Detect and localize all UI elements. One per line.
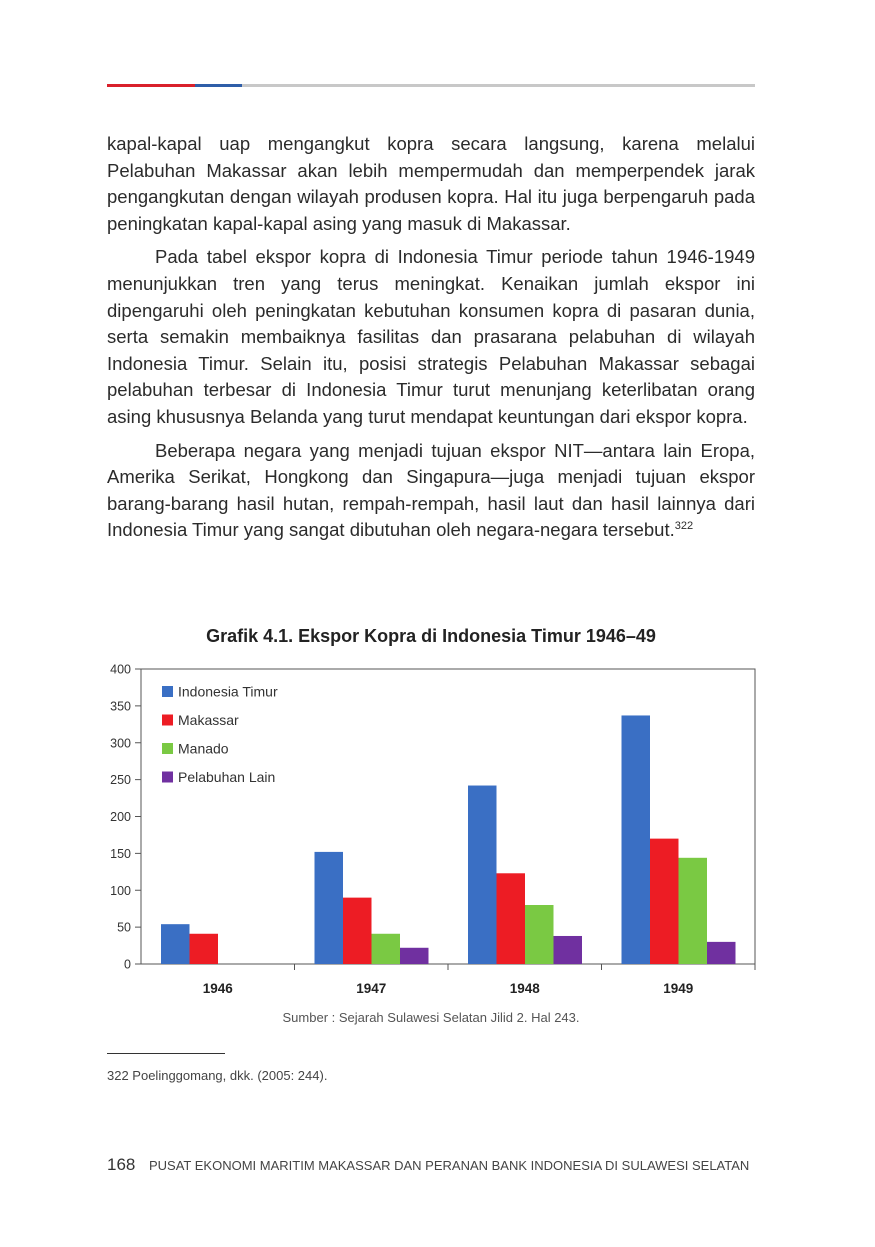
page-number: 168 [107, 1155, 136, 1174]
bar-makassar [496, 873, 525, 964]
chart-source: Sumber : Sejarah Sulawesi Selatan Jilid … [282, 1010, 580, 1025]
legend-swatch [162, 686, 173, 697]
legend-label: Manado [178, 741, 229, 757]
paragraph-2: Pada tabel ekspor kopra di Indonesia Tim… [107, 246, 755, 427]
legend-label: Indonesia Timur [178, 684, 278, 700]
x-tick-label: 1947 [356, 981, 386, 996]
chart-title: Grafik 4.1. Ekspor Kopra di Indonesia Ti… [206, 626, 656, 646]
bar-indonesia-timur [161, 924, 190, 964]
header-rule-blue [195, 84, 242, 87]
bar-manado [678, 857, 707, 964]
x-tick-label: 1946 [203, 981, 234, 996]
header-rule [107, 84, 755, 87]
footnote: 322 Poelinggomang, dkk. (2005: 244). [107, 1068, 328, 1083]
y-tick-label: 150 [110, 847, 131, 861]
header-rule-gray [242, 84, 755, 87]
x-tick-label: 1949 [663, 981, 693, 996]
bar-indonesia-timur [621, 715, 650, 964]
paragraph-3: Beberapa negara yang menjadi tujuan eksp… [107, 438, 755, 544]
bar-indonesia-timur [468, 785, 497, 964]
paragraph-3-text: Beberapa negara yang menjadi tujuan eksp… [107, 439, 755, 541]
x-tick-label: 1948 [510, 981, 541, 996]
bar-manado [525, 905, 554, 964]
legend-swatch [162, 743, 173, 754]
paragraph-1: kapal-kapal uap mengangkut kopra secara … [107, 133, 755, 234]
y-tick-label: 400 [110, 663, 131, 677]
bar-makassar [189, 933, 218, 964]
legend-label: Makassar [178, 712, 239, 728]
y-tick-label: 100 [110, 884, 131, 898]
running-title: PUSAT EKONOMI MARITIM MAKASSAR DAN PERAN… [149, 1158, 750, 1173]
legend-swatch [162, 714, 173, 726]
y-tick-label: 50 [117, 921, 131, 935]
legend-label: Pelabuhan Lain [178, 769, 275, 785]
footnote-rule [107, 1053, 225, 1054]
y-tick-label: 350 [110, 699, 131, 713]
body-text: kapal-kapal uap mengangkut kopra secara … [107, 131, 755, 551]
legend-swatch [162, 771, 173, 783]
y-tick-label: 0 [124, 958, 131, 972]
bar-pelabuhan-lain [707, 941, 736, 964]
page-footer: 168 PUSAT EKONOMI MARITIM MAKASSAR DAN P… [107, 1155, 749, 1175]
y-tick-label: 250 [110, 773, 131, 787]
bar-pelabuhan-lain [553, 935, 582, 964]
footnote-reference[interactable]: 322 [674, 520, 694, 533]
bar-indonesia-timur [314, 851, 343, 964]
bar-manado [371, 933, 400, 964]
bar-chart: 0 50 100 150 200 250 300 350 400 1946 1947 1948 1949… [110, 663, 756, 996]
bar-makassar [650, 838, 679, 964]
bar-pelabuhan-lain [400, 947, 429, 964]
y-tick-label: 300 [110, 736, 131, 750]
bar-makassar [343, 897, 372, 964]
header-rule-red [107, 84, 195, 87]
y-tick-label: 200 [110, 810, 131, 824]
